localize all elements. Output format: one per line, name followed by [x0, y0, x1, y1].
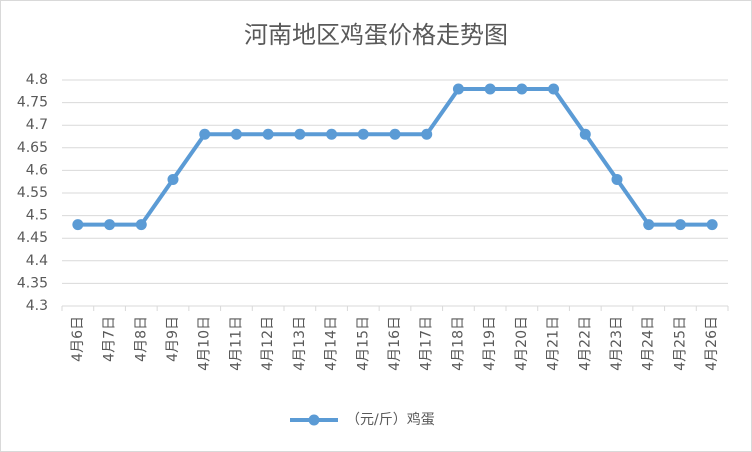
x-tick-label: 4月25日 — [672, 316, 688, 371]
data-point — [611, 173, 623, 185]
x-tick-label: 4月17日 — [419, 316, 435, 371]
data-point — [548, 83, 560, 95]
x-tick-label: 4月12日 — [260, 316, 276, 371]
data-point — [516, 83, 528, 95]
y-tick-label: 4.4 — [26, 253, 48, 269]
x-tick-label: 4月7日 — [102, 316, 118, 362]
y-tick-label: 4.55 — [17, 185, 48, 201]
y-tick-label: 4.35 — [17, 275, 48, 291]
data-point — [135, 219, 147, 231]
data-point — [421, 128, 433, 140]
x-tick-label: 4月24日 — [641, 316, 657, 371]
x-tick-label: 4月21日 — [546, 316, 562, 371]
y-tick-label: 4.6 — [26, 162, 48, 178]
y-tick-label: 4.8 — [26, 72, 48, 88]
y-tick-label: 4.75 — [17, 95, 48, 111]
y-tick-label: 4.3 — [26, 298, 48, 314]
data-point — [230, 128, 242, 140]
data-point — [389, 128, 401, 140]
data-point — [72, 219, 84, 231]
x-tick-label: 4月15日 — [355, 316, 371, 371]
x-tick-label: 4月22日 — [577, 316, 593, 371]
data-point — [579, 128, 591, 140]
x-tick-label: 4月10日 — [197, 316, 213, 371]
x-tick-label: 4月26日 — [704, 316, 720, 371]
data-point — [167, 173, 179, 185]
chart-title: 河南地区鸡蛋价格走势图 — [244, 21, 508, 49]
x-tick-label: 4月8日 — [133, 316, 149, 362]
data-point — [294, 128, 306, 140]
y-tick-label: 4.5 — [26, 208, 48, 224]
x-tick-label: 4月16日 — [387, 316, 403, 371]
data-point — [674, 219, 686, 231]
legend-marker — [308, 414, 320, 426]
x-tick-label: 4月18日 — [450, 316, 466, 371]
x-tick-label: 4月20日 — [514, 316, 530, 371]
x-tick-label: 4月9日 — [165, 316, 181, 362]
y-tick-label: 4.7 — [26, 117, 48, 133]
x-tick-label: 4月11日 — [228, 316, 244, 371]
data-point — [199, 128, 211, 140]
data-point — [484, 83, 496, 95]
x-tick-label: 4月13日 — [292, 316, 308, 371]
y-tick-label: 4.45 — [17, 230, 48, 246]
data-point — [643, 219, 655, 231]
data-point — [357, 128, 369, 140]
data-point — [452, 83, 464, 95]
data-point — [104, 219, 116, 231]
x-tick-label: 4月6日 — [70, 316, 86, 362]
data-point — [262, 128, 274, 140]
y-tick-label: 4.65 — [17, 140, 48, 156]
data-point — [706, 219, 718, 231]
legend-label: （元/斤）鸡蛋 — [346, 411, 435, 428]
x-tick-label: 4月14日 — [324, 316, 340, 371]
x-tick-label: 4月19日 — [482, 316, 498, 371]
data-point — [326, 128, 338, 140]
x-tick-label: 4月23日 — [609, 316, 625, 371]
